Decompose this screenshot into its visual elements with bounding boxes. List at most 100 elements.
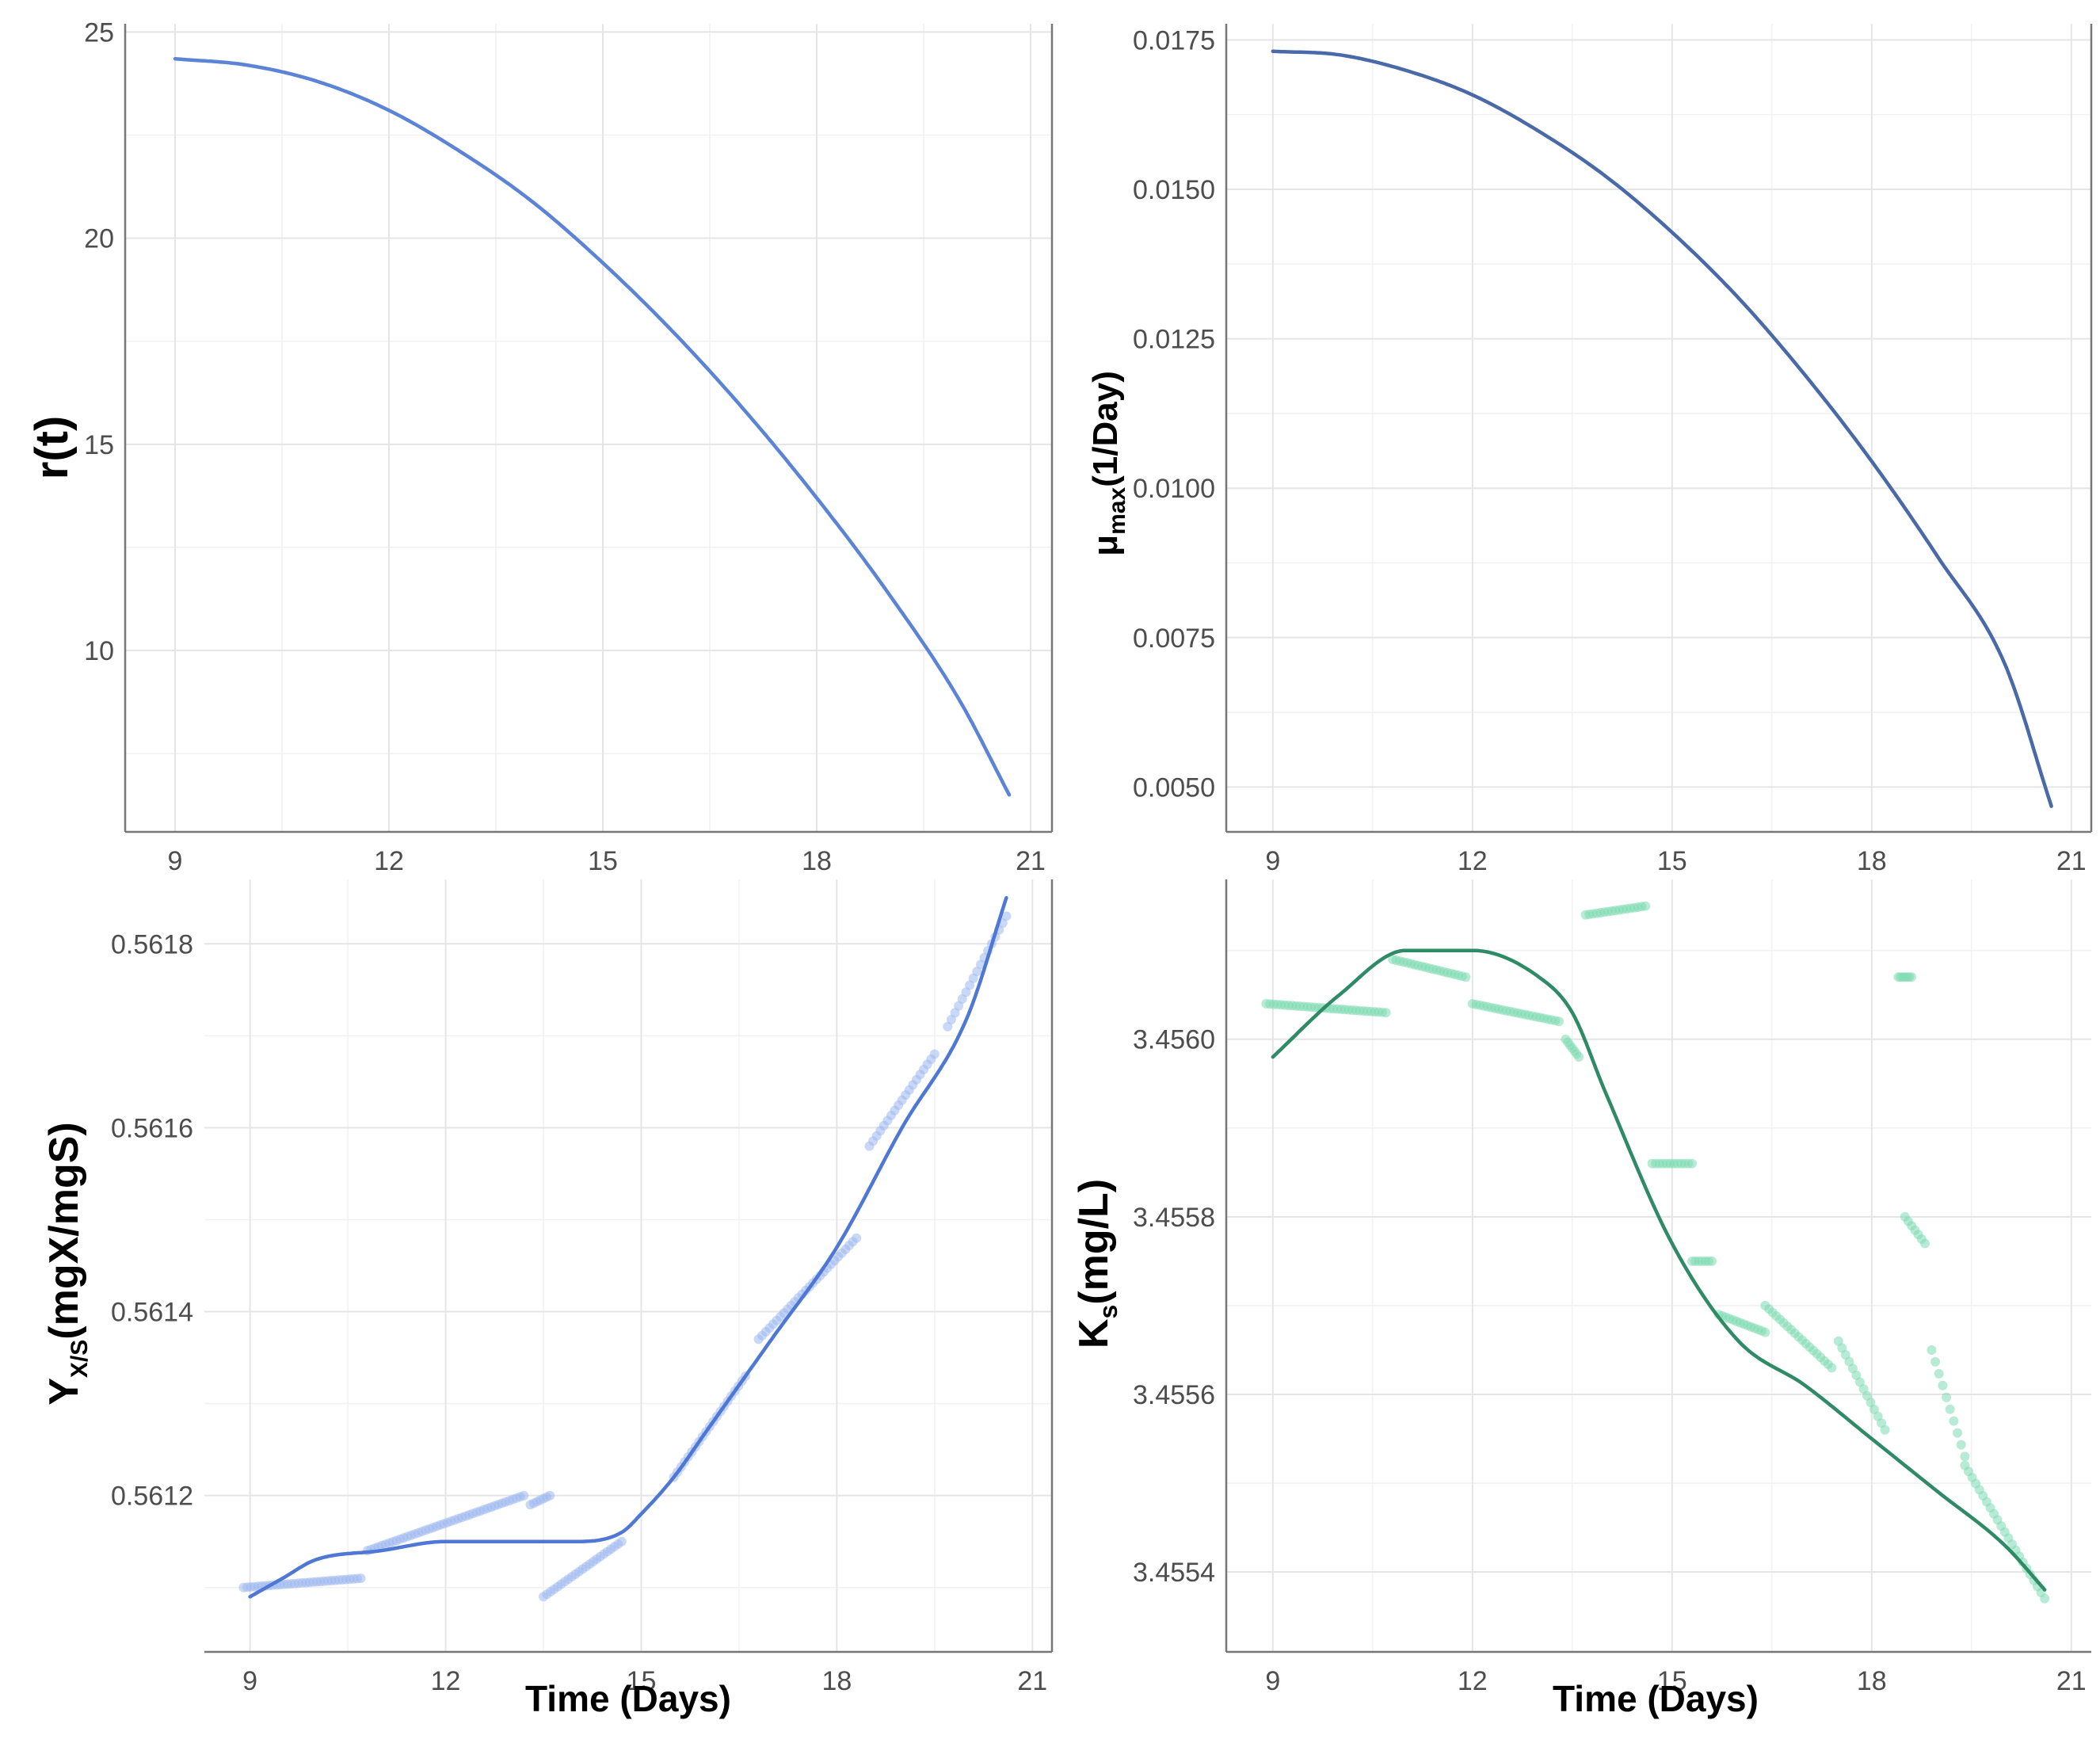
scatter-points — [238, 911, 1012, 1602]
y-tick-label: 20 — [84, 224, 114, 254]
line-series — [248, 895, 1008, 1599]
tick-labels: 9 12 15 18 21 0.5612 0.5614 0.5616 0.5618 — [111, 929, 1047, 1696]
x-tick-label: 12 — [374, 846, 404, 876]
y-tick-label: 0.5614 — [111, 1298, 193, 1328]
y-tick-label: 0.5612 — [111, 1482, 193, 1512]
x-tick-label: 9 — [1265, 1666, 1280, 1696]
data-point — [1554, 1016, 1564, 1027]
x-tick-label: 18 — [1857, 1666, 1887, 1696]
axes — [124, 24, 1054, 833]
y-axis-title-subscript: max — [1104, 487, 1130, 535]
data-point — [1907, 972, 1917, 982]
x-tick-label: 15 — [1657, 1666, 1687, 1696]
data-point — [1827, 1363, 1837, 1373]
x-tick-label: 15 — [1657, 846, 1687, 876]
y-tick-label: 3.4560 — [1133, 1025, 1215, 1055]
y-tick-label: 3.4558 — [1133, 1203, 1215, 1233]
x-tick-label: 18 — [802, 846, 832, 876]
x-tick-label: 18 — [821, 1666, 852, 1696]
x-tick-label: 21 — [2056, 1666, 2087, 1696]
data-point — [1930, 1356, 1941, 1367]
data-point — [1707, 1256, 1717, 1266]
panel-bottom-right: 9 12 15 18 21 3.4554 3.4556 3.4558 3.4560 Time (… — [1071, 879, 2091, 1719]
y-axis-title-symbol: Y — [41, 1378, 87, 1405]
grid — [204, 879, 1052, 1652]
y-tick-label: 15 — [84, 430, 114, 460]
data-point — [1687, 1158, 1697, 1169]
y-tick-label: 0.0050 — [1133, 772, 1215, 803]
data-point — [2040, 1593, 2050, 1604]
series-line — [1271, 49, 2053, 808]
data-point — [1461, 972, 1471, 982]
y-axis-title-unit: (mg/L) — [1071, 1179, 1117, 1305]
y-axis-title: YX/S(mgX/mgS) — [41, 1122, 93, 1405]
tick-labels: 9 12 15 18 21 10 15 20 25 — [84, 17, 1046, 876]
panel-bottom-left: 9 12 15 18 21 0.5612 0.5614 0.5616 0.5618 Time (… — [41, 879, 1054, 1719]
data-point — [1949, 1416, 1959, 1426]
data-point — [1960, 1451, 1970, 1462]
x-tick-label: 15 — [627, 1666, 657, 1696]
y-axis-title-unit: (1/Day) — [1086, 371, 1125, 487]
data-point — [1381, 1008, 1391, 1018]
data-point — [519, 1490, 529, 1501]
series-line — [173, 56, 1012, 797]
data-point — [1760, 1327, 1770, 1337]
y-tick-label: 3.4554 — [1133, 1558, 1215, 1588]
data-point — [1001, 911, 1012, 921]
y-axis-title-subscript: X/S — [67, 1340, 93, 1378]
panel-top-right: 9 12 15 18 21 0.0050 0.0075 0.0100 0.0125 0.0150 0… — [1086, 24, 2093, 876]
data-point — [1953, 1428, 1963, 1438]
data-point — [1938, 1380, 1948, 1390]
y-axis-title: μmax(1/Day) — [1086, 371, 1130, 556]
line-series — [173, 56, 1012, 797]
y-tick-label: 0.5616 — [111, 1113, 193, 1143]
data-point — [1956, 1440, 1966, 1450]
grid — [125, 24, 1052, 832]
y-tick-label: 0.0175 — [1133, 25, 1215, 55]
axes — [1225, 24, 2093, 833]
y-axis-title-symbol: μ — [1086, 535, 1125, 556]
tick-labels: 9 12 15 18 21 0.0050 0.0075 0.0100 0.0125 0.0150 0… — [1133, 25, 2087, 876]
y-axis-title: r(t) — [26, 416, 78, 480]
scatter-points — [1261, 901, 2050, 1604]
x-tick-label: 12 — [431, 1666, 461, 1696]
data-point — [1945, 1404, 1955, 1414]
x-tick-label: 15 — [588, 846, 618, 876]
x-tick-label: 9 — [168, 846, 183, 876]
grid — [1226, 24, 2091, 832]
data-point — [929, 1049, 939, 1059]
y-tick-label: 0.0100 — [1133, 474, 1215, 504]
y-tick-label: 0.0075 — [1133, 624, 1215, 654]
panel-top-left: 9 12 15 18 21 10 15 20 25 r(t) — [26, 17, 1054, 876]
y-tick-label: 25 — [84, 17, 114, 48]
x-tick-label: 12 — [1458, 1666, 1488, 1696]
data-point — [545, 1490, 555, 1501]
data-point — [1927, 1345, 1937, 1355]
data-point — [616, 1536, 627, 1547]
data-point — [356, 1573, 366, 1584]
data-point — [1934, 1368, 1944, 1379]
line-series — [1271, 49, 2053, 808]
x-tick-label: 21 — [2056, 846, 2087, 876]
x-axis-title: Time (Days) — [525, 1678, 731, 1719]
x-axis-title: Time (Days) — [1553, 1678, 1759, 1719]
y-axis-title-unit: (mgX/mgS) — [41, 1122, 87, 1339]
tick-labels: 9 12 15 18 21 3.4554 3.4556 3.4558 3.4560 — [1133, 1025, 2087, 1696]
y-tick-label: 10 — [84, 636, 114, 666]
series-line — [1271, 948, 2047, 1592]
y-tick-label: 0.5618 — [111, 929, 193, 959]
x-tick-label: 12 — [1458, 846, 1488, 876]
line-series — [1271, 948, 2047, 1592]
data-point — [852, 1233, 862, 1243]
axes — [204, 879, 1054, 1653]
x-tick-label: 9 — [242, 1666, 257, 1696]
x-tick-label: 21 — [1017, 1666, 1047, 1696]
series-line — [248, 895, 1008, 1599]
data-point — [1574, 1052, 1584, 1062]
x-tick-label: 9 — [1265, 846, 1280, 876]
data-point — [1920, 1238, 1930, 1249]
y-axis-title-subscript: s — [1094, 1305, 1122, 1319]
data-point — [1942, 1392, 1952, 1402]
x-tick-label: 18 — [1857, 846, 1887, 876]
